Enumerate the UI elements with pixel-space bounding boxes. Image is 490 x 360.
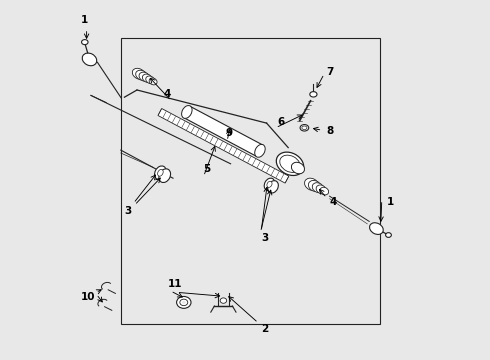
Text: 4: 4 [329,197,337,207]
Ellipse shape [268,181,278,193]
Ellipse shape [305,178,318,190]
Ellipse shape [220,298,227,303]
Text: 2: 2 [261,324,269,334]
Ellipse shape [255,144,265,157]
Ellipse shape [316,185,326,194]
Polygon shape [158,108,289,183]
Ellipse shape [276,152,304,175]
Ellipse shape [386,233,392,237]
Text: 10: 10 [81,292,96,302]
Text: 4: 4 [164,89,171,99]
Ellipse shape [267,181,272,188]
Polygon shape [184,106,263,157]
Text: 6: 6 [277,117,285,127]
Ellipse shape [158,170,163,176]
Ellipse shape [280,155,300,172]
Ellipse shape [312,183,323,193]
Text: 8: 8 [326,126,333,136]
Ellipse shape [81,40,88,45]
Ellipse shape [300,125,309,131]
Text: 3: 3 [261,233,269,243]
Ellipse shape [302,126,307,130]
Text: 1: 1 [81,15,88,25]
Ellipse shape [292,162,304,174]
Ellipse shape [136,70,147,80]
Ellipse shape [82,53,97,66]
Ellipse shape [139,72,150,81]
Ellipse shape [182,105,192,118]
Ellipse shape [143,74,152,83]
Ellipse shape [308,180,321,192]
Text: 1: 1 [387,197,394,207]
Ellipse shape [320,187,329,195]
Bar [121,38,380,324]
Ellipse shape [176,297,191,308]
Ellipse shape [369,223,383,234]
Ellipse shape [264,178,275,190]
Ellipse shape [132,68,146,79]
Ellipse shape [180,299,188,306]
Ellipse shape [149,78,157,85]
Text: 7: 7 [326,67,333,77]
Text: 11: 11 [168,279,182,289]
Text: 3: 3 [124,206,132,216]
Text: 5: 5 [203,164,211,174]
Ellipse shape [182,301,186,304]
Ellipse shape [154,166,166,180]
Ellipse shape [159,169,171,183]
Ellipse shape [146,76,155,84]
Ellipse shape [310,92,317,97]
Text: 9: 9 [225,128,232,138]
